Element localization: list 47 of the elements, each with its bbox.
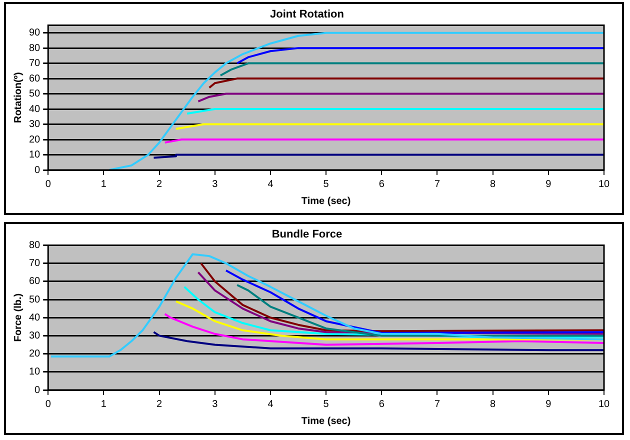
x-tick-label: 4: [268, 398, 274, 410]
x-tick-label: 1: [100, 398, 107, 410]
x-tick-label: 6: [378, 178, 385, 190]
chart-title: Joint Rotation: [270, 8, 344, 21]
x-tick-label: 6: [378, 398, 385, 410]
x-tick-label: 10: [598, 398, 610, 410]
y-axis-title: Force (lb.): [12, 293, 24, 342]
y-tick-label: 30: [29, 330, 41, 342]
y-tick-label: 0: [34, 384, 41, 396]
x-tick-label: 1: [100, 178, 107, 190]
y-tick-label: 80: [29, 240, 41, 251]
y-tick-label: 40: [29, 104, 41, 115]
x-tick-label: 3: [212, 178, 218, 190]
y-tick-label: 10: [29, 150, 41, 161]
x-tick-label: 4: [268, 178, 274, 190]
x-tick-label: 7: [434, 398, 440, 410]
x-tick-label: 5: [323, 178, 330, 190]
y-tick-label: 30: [29, 119, 41, 130]
y-tick-label: 50: [29, 88, 41, 100]
y-tick-label: 60: [29, 73, 41, 84]
x-tick-label: 7: [434, 178, 440, 190]
x-tick-label: 2: [156, 398, 163, 410]
y-tick-label: 40: [29, 312, 41, 324]
x-tick-label: 0: [45, 398, 52, 410]
x-tick-label: 8: [490, 398, 496, 410]
y-axis-title: Rotation(º): [12, 72, 24, 124]
y-tick-label: 70: [29, 258, 41, 270]
x-tick-label: 2: [156, 178, 163, 190]
y-tick-label: 60: [29, 276, 41, 288]
y-tick-label: 70: [29, 58, 41, 70]
x-axis-title: Time (sec): [301, 196, 351, 207]
y-tick-label: 20: [29, 134, 41, 146]
x-tick-label: 3: [212, 398, 218, 410]
y-tick-label: 10: [29, 366, 41, 378]
x-tick-label: 8: [490, 178, 496, 190]
x-tick-label: 9: [546, 178, 552, 190]
y-tick-label: 20: [29, 348, 41, 360]
y-tick-label: 50: [29, 294, 41, 306]
x-tick-label: 10: [598, 178, 610, 190]
x-tick-label: 9: [546, 398, 552, 410]
x-axis-title: Time (sec): [301, 416, 351, 427]
y-tick-label: 90: [29, 28, 41, 39]
x-tick-label: 0: [45, 178, 52, 190]
y-tick-label: 0: [34, 164, 41, 176]
y-tick-label: 80: [29, 42, 41, 54]
x-tick-label: 5: [323, 398, 330, 410]
chart-title: Bundle Force: [272, 228, 342, 241]
